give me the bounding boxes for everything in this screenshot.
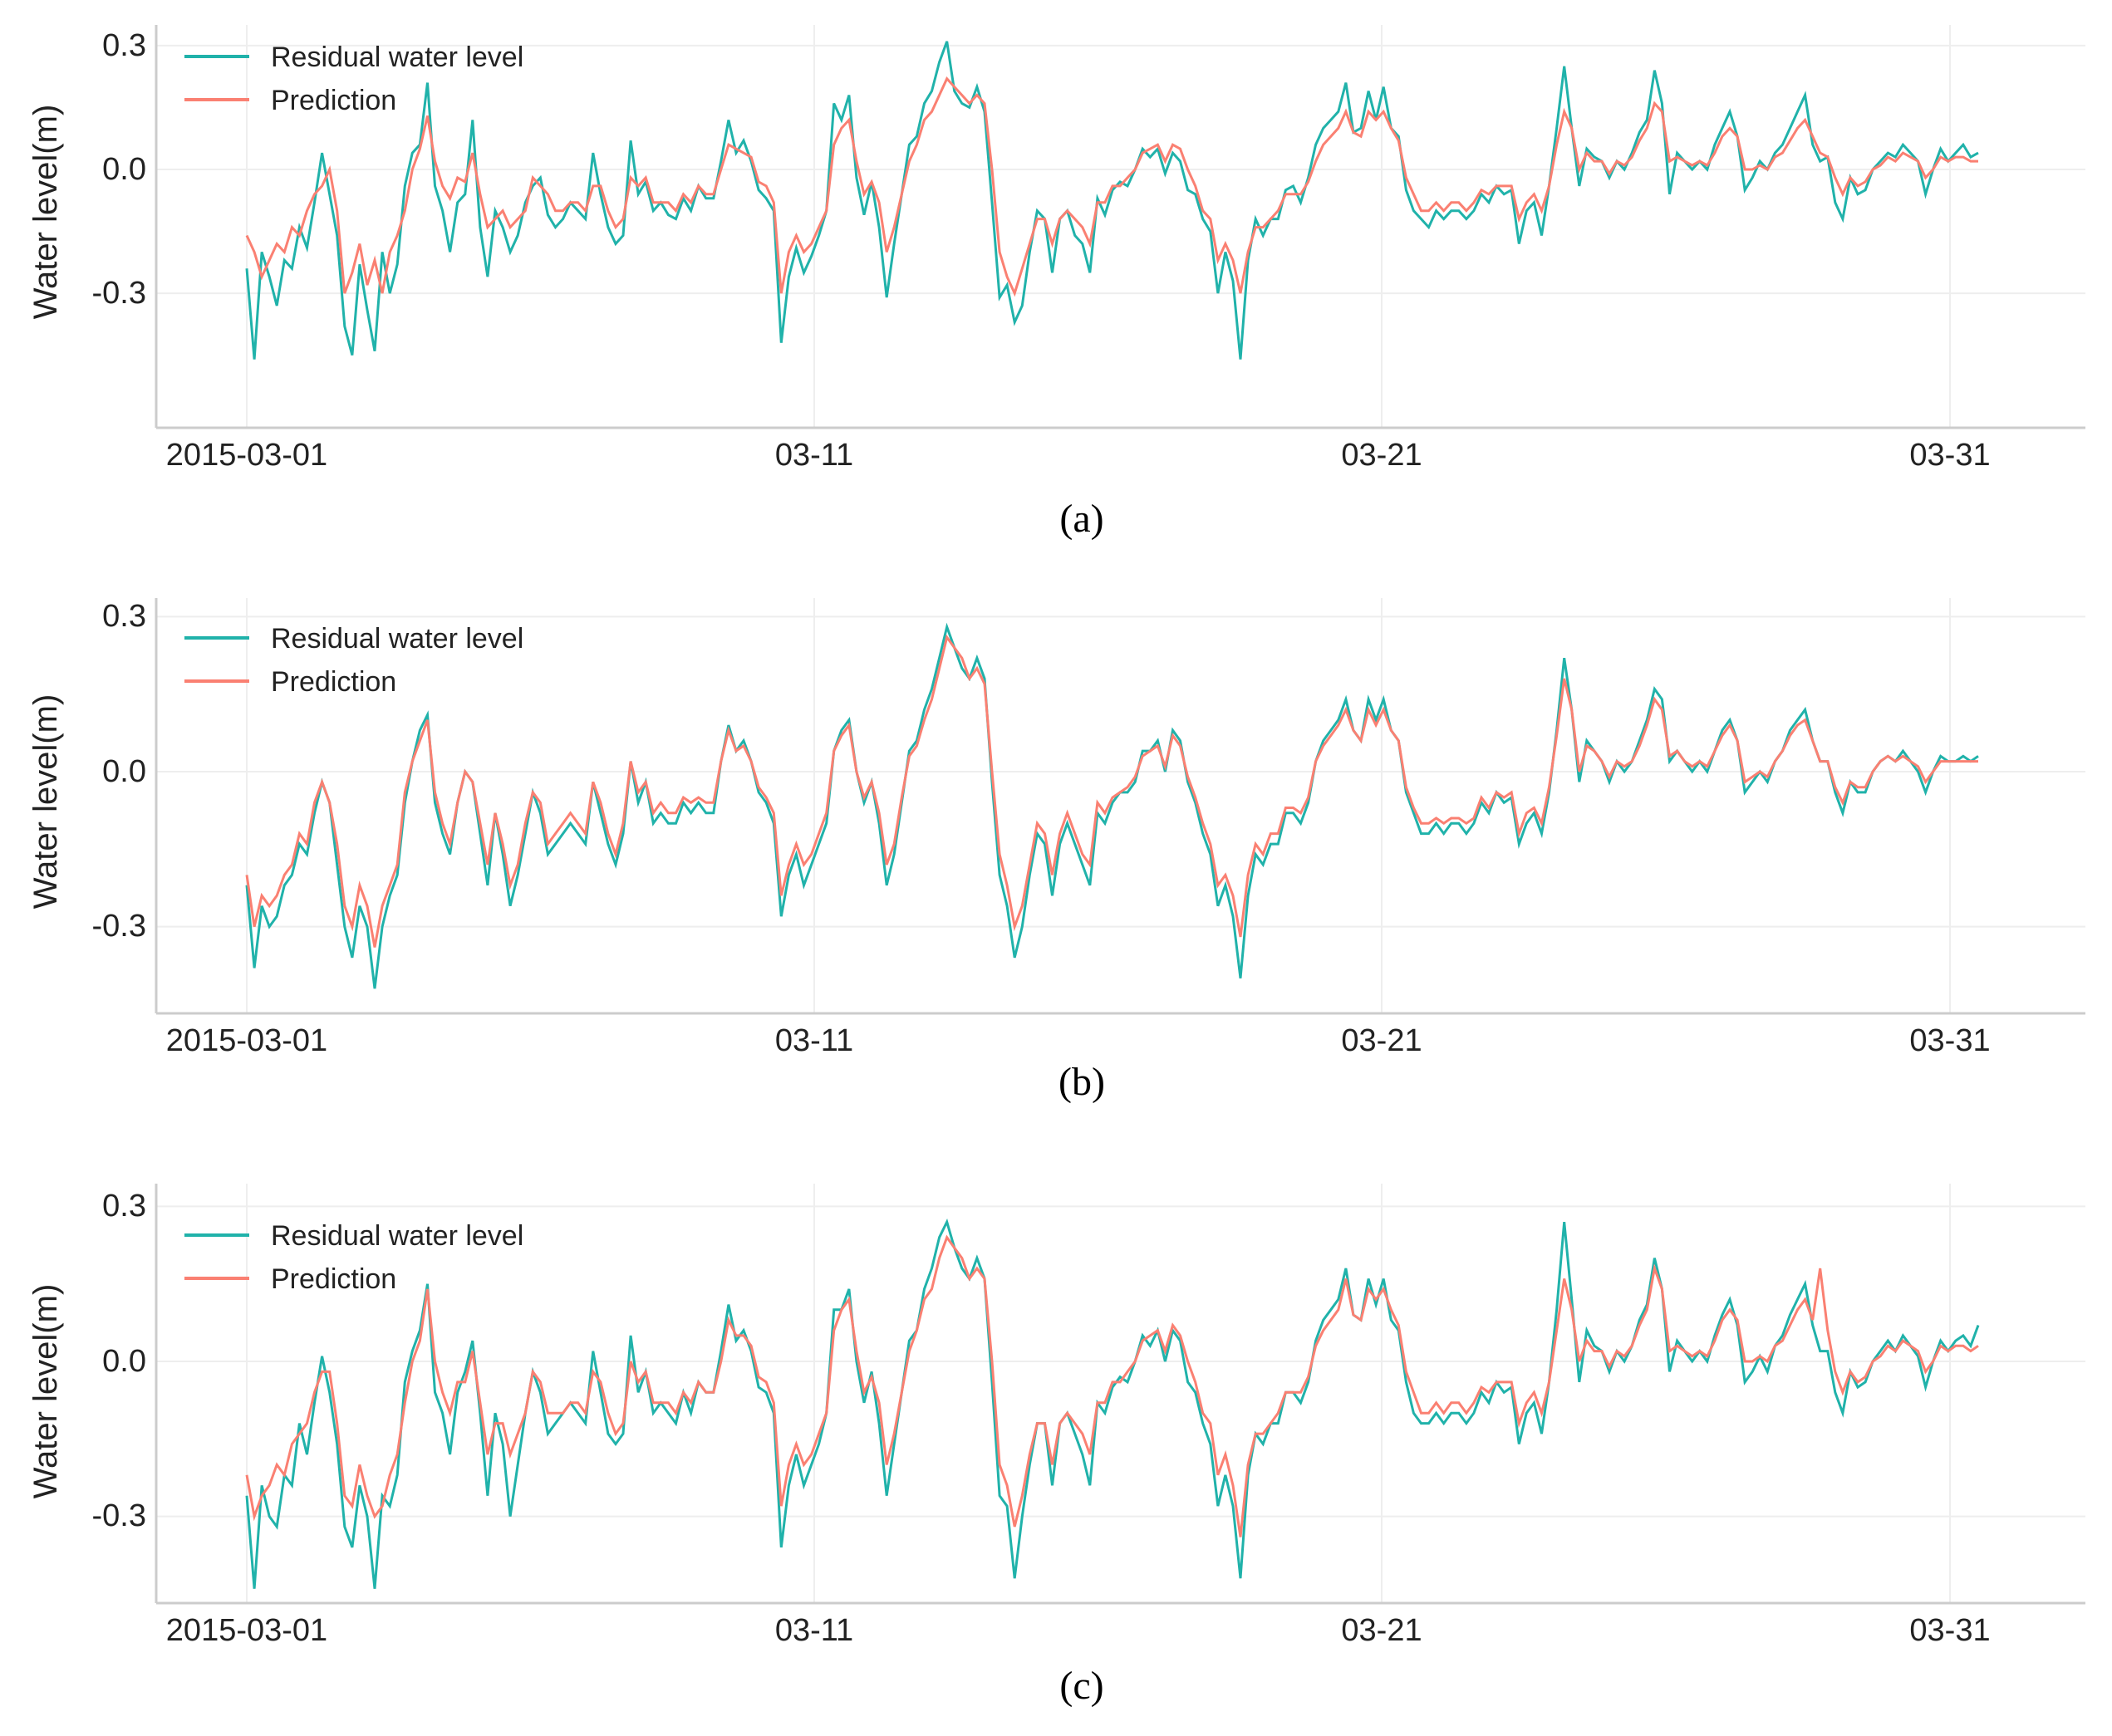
x-tick-label: 03-11 (775, 1023, 853, 1058)
legend-label-residual: Residual water level (271, 623, 523, 655)
x-tick-label: 03-21 (1341, 438, 1422, 473)
y-tick-label: 0.0 (102, 754, 146, 789)
y-tick-label: 0.3 (102, 1189, 146, 1224)
series-prediction (245, 76, 1978, 297)
x-tick-label: 03-21 (1341, 1023, 1422, 1058)
series-residual-water-level (245, 41, 1979, 360)
panel-c: 0.3 0.0 -0.3 2015-03-01 03-11 03-21 03-3… (27, 1184, 2085, 1708)
x-tick-label: 2015-03-01 (166, 1613, 327, 1648)
legend-label-residual: Residual water level (271, 1220, 523, 1252)
legend-label-prediction: Prediction (271, 666, 396, 698)
legend: Residual water level Prediction (184, 42, 523, 116)
x-tick-label: 03-31 (1909, 1613, 1990, 1648)
y-tick-label: -0.3 (92, 276, 146, 311)
legend: Residual water level Prediction (184, 623, 523, 698)
legend: Residual water level Prediction (184, 1220, 523, 1295)
series-residual-water-level (245, 1218, 1980, 1589)
y-tick-label: 0.0 (102, 1344, 146, 1379)
y-tick-label: 0.3 (102, 28, 146, 63)
series-prediction (245, 634, 1978, 948)
y-axis-label: Water level(m) (27, 1284, 64, 1499)
series-group (245, 622, 1979, 989)
legend-label-prediction: Prediction (271, 1263, 396, 1295)
series-group (245, 41, 1979, 360)
panel-caption: (a) (1059, 497, 1103, 541)
series-prediction (245, 1234, 1979, 1537)
panel-caption: (b) (1058, 1060, 1105, 1104)
x-tick-label: 2015-03-01 (166, 1023, 327, 1058)
series-group (245, 1218, 1980, 1589)
x-tick-label: 03-11 (775, 438, 853, 473)
legend-label-residual: Residual water level (271, 42, 523, 73)
y-axis-label: Water level(m) (27, 694, 64, 910)
x-tick-label: 03-31 (1909, 438, 1990, 473)
y-axis-label: Water level(m) (27, 105, 64, 320)
series-residual-water-level (245, 622, 1979, 989)
y-tick-label: 0.0 (102, 152, 146, 187)
x-tick-label: 03-31 (1909, 1023, 1990, 1058)
x-tick-label: 03-21 (1341, 1613, 1422, 1648)
y-tick-label: -0.3 (92, 1498, 146, 1533)
panel-a: 0.3 0.0 -0.3 2015-03-01 03-11 03-21 03-3… (27, 25, 2085, 541)
x-tick-label: 03-11 (775, 1613, 853, 1648)
gridlines (156, 1184, 2085, 1603)
panel-b: 0.3 0.0 -0.3 2015-03-01 03-11 03-21 03-3… (27, 598, 2085, 1104)
x-tick-label: 2015-03-01 (166, 438, 327, 473)
gridlines (156, 598, 2085, 1013)
legend-label-prediction: Prediction (271, 85, 396, 116)
panel-caption: (c) (1059, 1664, 1103, 1708)
y-tick-label: 0.3 (102, 599, 146, 634)
y-tick-label: -0.3 (92, 909, 146, 944)
